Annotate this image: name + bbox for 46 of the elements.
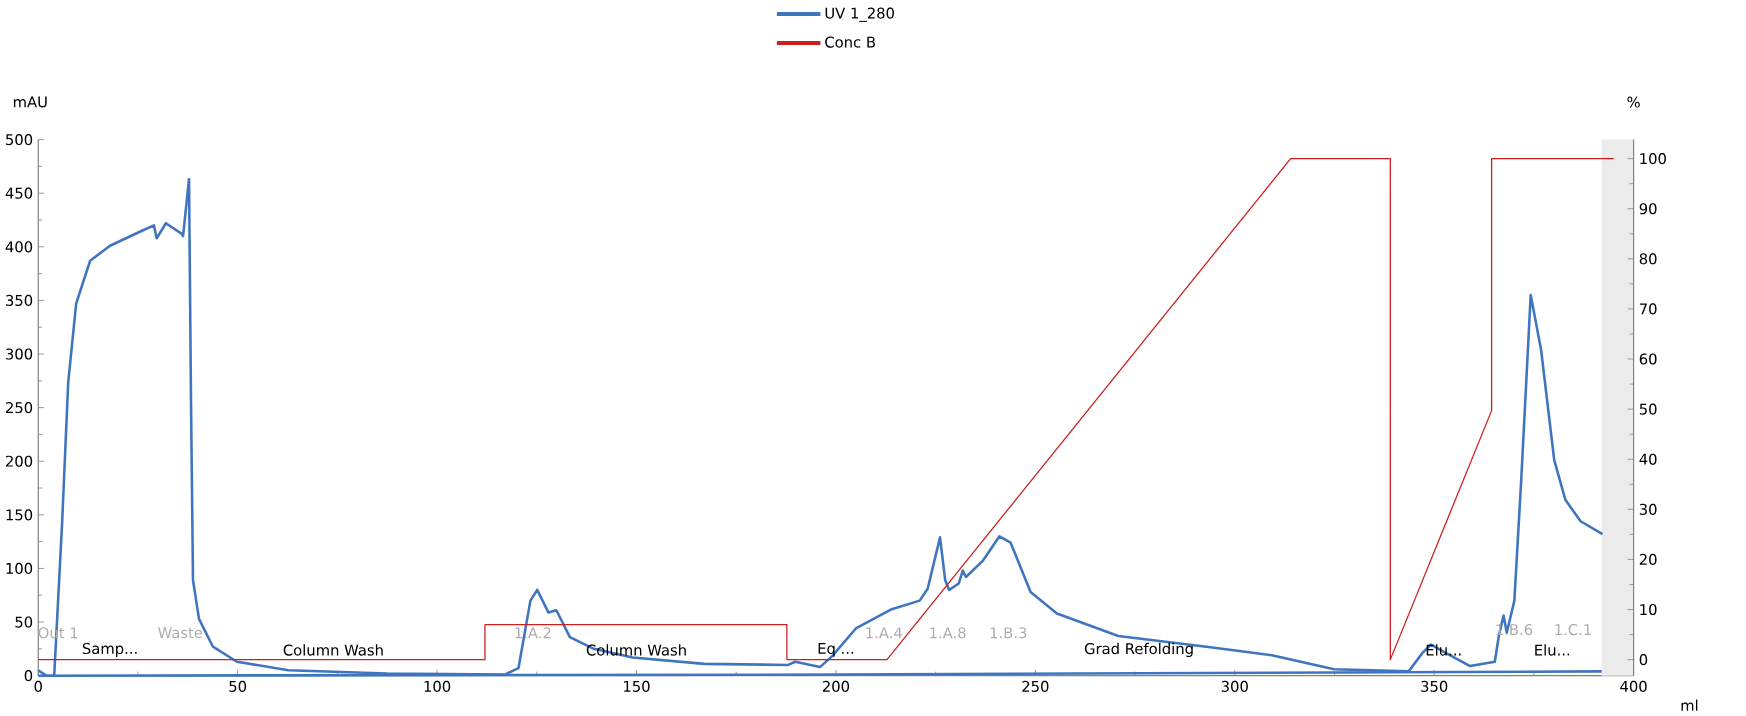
annotation: Elu... [1535,644,1570,656]
y-tick-label: 500 [6,134,33,146]
y2-tick-label: 20 [1639,553,1657,566]
annotation: 1.A.8 [930,627,966,639]
x-tick-label: 150 [624,680,650,693]
x-tick-label: 250 [1022,680,1049,693]
x-tick-label: 50 [229,680,247,693]
x-tick-label: 200 [822,680,850,693]
y2-tick-label: 70 [1639,303,1657,315]
y-tick-label: 350 [6,294,33,307]
x-axis-title: ml [1681,699,1698,711]
y2-tick-label: 40 [1639,453,1657,465]
y-tick-label: 150 [6,509,33,521]
x-tick-label: 350 [1421,680,1448,693]
y2-tick-label: 100 [1640,153,1666,165]
y-axis-title: mAU [13,96,47,108]
y-tick-label: 400 [5,241,33,253]
y2-tick-label: 30 [1639,503,1657,516]
x-tick-label: 0 [34,680,42,693]
legend-label: Conc B [825,36,875,48]
annotation: Column Wash [283,644,383,656]
y-tick-label: 200 [6,455,33,467]
y2-tick-label: 80 [1639,253,1657,265]
annotation: Eq ... [818,643,854,657]
annotation: Grad Refolding [1084,642,1193,658]
x-tick-label: 100 [424,680,451,693]
legend-label: UV 1_280 [825,7,894,23]
annotation: Samp... [82,643,137,658]
y2-tick-label: 50 [1639,403,1657,415]
annotation: 1.A.4 [866,627,902,639]
y2-tick-label: 90 [1639,203,1657,215]
y-tick-label: 250 [6,402,33,414]
y-tick-label: 50 [15,616,33,628]
x-tick-label: 400 [1620,680,1647,693]
annotation: 1.C.1 [1555,624,1591,636]
y-tick-label: 450 [5,187,33,199]
y-tick-label: 300 [6,348,33,360]
annotation: Waste [158,627,203,639]
x-tick-label: 300 [1221,680,1248,693]
y-tick-label: 0 [24,670,33,682]
y2-tick-label: 0 [1639,654,1648,666]
y2-axis-title: % [1627,96,1640,108]
y2-tick-label: 60 [1639,353,1657,365]
y2-tick-label: 10 [1640,604,1657,616]
annotation: 1.B.3 [990,627,1027,639]
y-tick-label: 100 [6,562,33,575]
